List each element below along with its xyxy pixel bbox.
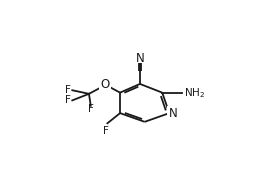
Text: N: N <box>169 107 178 120</box>
Text: O: O <box>100 78 109 91</box>
Text: NH$_2$: NH$_2$ <box>184 86 205 100</box>
Text: F: F <box>66 85 71 95</box>
Text: N: N <box>135 52 144 65</box>
Text: F: F <box>88 104 94 114</box>
Text: F: F <box>66 95 71 105</box>
Text: F: F <box>103 126 109 136</box>
